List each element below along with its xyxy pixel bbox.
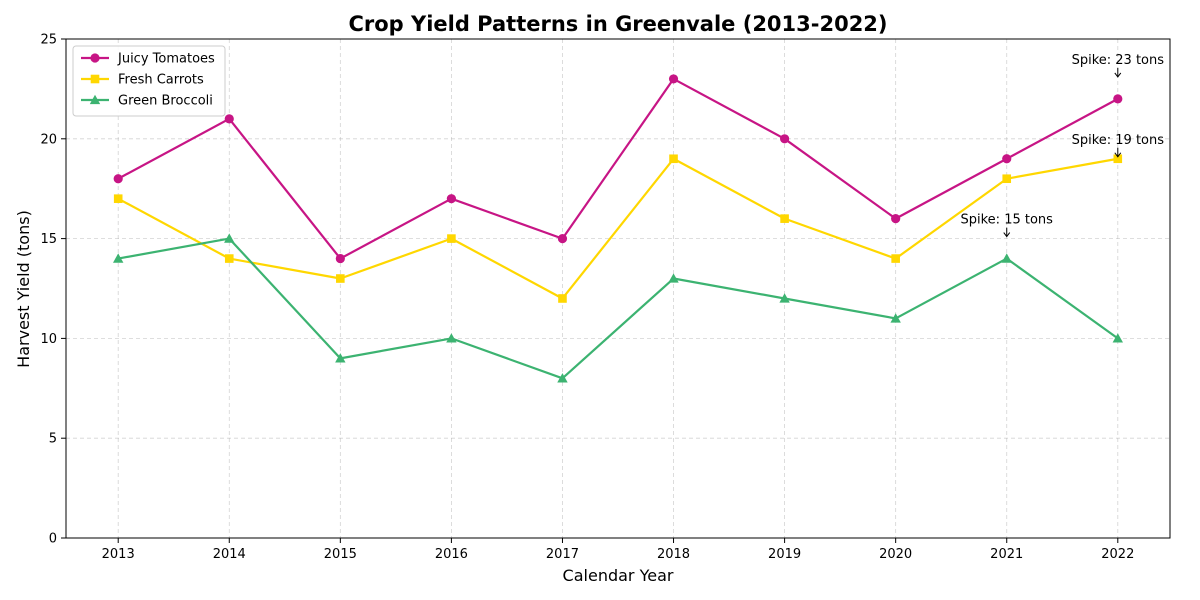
data-point-juicy-tomatoes xyxy=(446,194,457,204)
series-group xyxy=(113,74,1123,383)
y-axis-label: Harvest Yield (tons) xyxy=(14,210,33,368)
annotation-arrowhead xyxy=(1114,72,1122,78)
data-point-green-broccoli xyxy=(890,313,901,323)
data-point-green-broccoli xyxy=(446,333,457,343)
data-point-green-broccoli xyxy=(224,233,235,243)
x-tick-label: 2016 xyxy=(435,547,468,562)
data-point-juicy-tomatoes xyxy=(335,253,345,264)
data-point-green-broccoli xyxy=(1112,333,1123,343)
series-line-fresh-carrots xyxy=(117,157,1118,300)
x-tick-label: 2022 xyxy=(1101,547,1134,562)
x-tick-label: 2017 xyxy=(546,547,579,562)
series-green-broccoli xyxy=(113,233,1123,383)
data-point-juicy-tomatoes xyxy=(113,174,123,184)
x-axis-label: Calendar Year xyxy=(563,566,674,585)
annotations: Spike: 23 tons Spike: 19 tons Spike: 15 to… xyxy=(961,53,1165,238)
y-tick-label: 10 xyxy=(40,332,57,347)
x-tick-label: 2014 xyxy=(213,547,246,562)
data-point-juicy-tomatoes xyxy=(1002,154,1012,164)
legend-marker-fresh-carrots xyxy=(90,74,100,84)
legend-label-juicy-tomatoes: Juicy Tomatoes xyxy=(117,52,215,67)
y-tick-label: 25 xyxy=(40,33,57,48)
data-point-green-broccoli xyxy=(557,373,568,383)
data-point-fresh-carrots xyxy=(447,234,456,243)
annotation-arrowhead xyxy=(1114,152,1122,158)
legend-marker-juicy-tomatoes xyxy=(90,53,100,63)
data-point-green-broccoli xyxy=(668,273,679,283)
data-point-juicy-tomatoes xyxy=(224,114,234,124)
data-point-green-broccoli xyxy=(113,253,124,263)
legend-label-green-broccoli: Green Broccoli xyxy=(118,94,213,109)
data-point-fresh-carrots xyxy=(113,194,123,203)
data-point-green-broccoli xyxy=(1001,253,1012,263)
data-point-fresh-carrots xyxy=(891,254,900,263)
axes: 2013 2014 2015 2016 2017 2018 2019 2020 2021 2022… xyxy=(40,33,1171,562)
series-juicy-tomatoes xyxy=(113,74,1123,264)
y-tick-label: 5 xyxy=(49,432,57,447)
data-point-juicy-tomatoes xyxy=(557,234,568,244)
x-tick-label: 2015 xyxy=(324,547,357,562)
data-point-fresh-carrots xyxy=(558,294,567,303)
grid xyxy=(66,38,1170,539)
annotation-label: Spike: 23 tons xyxy=(1072,53,1165,68)
data-point-fresh-carrots xyxy=(1113,154,1123,164)
annotation-label: Spike: 15 tons xyxy=(961,213,1054,228)
x-tick-label: 2021 xyxy=(990,547,1023,562)
y-tick-label: 0 xyxy=(49,532,57,547)
data-point-juicy-tomatoes xyxy=(668,74,679,84)
x-tick-label: 2018 xyxy=(657,547,690,562)
data-point-fresh-carrots xyxy=(1002,174,1012,184)
legend: Juicy Tomatoes Fresh Carrots Green Broccol… xyxy=(72,45,226,117)
x-tick-label: 2019 xyxy=(768,547,801,562)
annotation-arrowhead xyxy=(1003,232,1011,238)
data-point-fresh-carrots xyxy=(224,254,234,263)
legend-marker-green-broccoli xyxy=(89,94,101,105)
data-point-green-broccoli xyxy=(335,353,346,363)
data-point-juicy-tomatoes xyxy=(1113,94,1123,104)
x-tick-label: 2020 xyxy=(879,547,912,562)
series-fresh-carrots xyxy=(113,154,1123,303)
data-point-juicy-tomatoes xyxy=(891,214,901,224)
legend-box xyxy=(72,45,226,117)
plot-frame xyxy=(65,38,1171,539)
chart-title: Crop Yield Patterns in Greenvale (2013-2… xyxy=(348,12,887,36)
annotation-label: Spike: 19 tons xyxy=(1072,133,1165,148)
data-point-juicy-tomatoes xyxy=(779,134,790,144)
series-line-green-broccoli xyxy=(118,237,1119,380)
legend-label-fresh-carrots: Fresh Carrots xyxy=(118,73,204,88)
data-point-fresh-carrots xyxy=(780,214,789,223)
y-tick-label: 15 xyxy=(40,232,57,247)
x-tick-label: 2013 xyxy=(102,547,135,562)
y-tick-label: 20 xyxy=(40,132,57,147)
data-point-fresh-carrots xyxy=(669,154,678,164)
data-point-fresh-carrots xyxy=(336,274,345,283)
series-line-juicy-tomatoes xyxy=(117,77,1119,260)
data-point-green-broccoli xyxy=(779,293,790,303)
